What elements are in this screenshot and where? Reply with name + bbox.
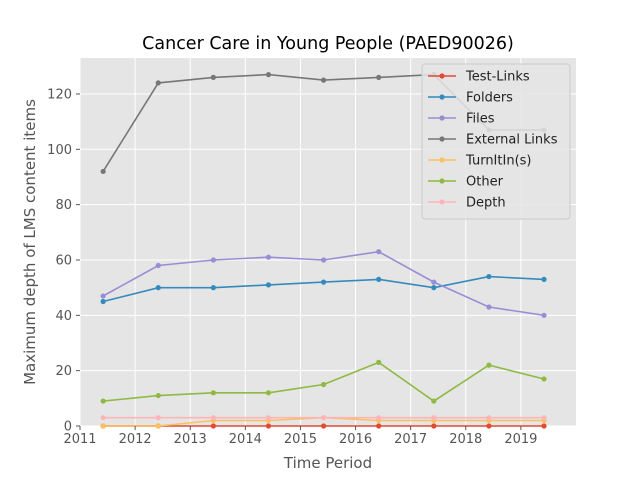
data-point-other [376, 359, 382, 365]
data-point-test-links [431, 423, 437, 429]
data-point-depth [486, 415, 492, 421]
x-tick-label: 2012 [119, 432, 152, 447]
legend-swatch-marker-folders [439, 94, 445, 100]
data-point-depth [210, 415, 216, 421]
data-point-folders [265, 282, 272, 288]
data-point-external-links [100, 168, 106, 175]
data-point-files [210, 257, 216, 263]
legend-label-files: Files [466, 112, 495, 127]
legend-label-other: Other [466, 175, 504, 190]
series-layer [100, 72, 547, 429]
data-point-depth [265, 415, 272, 421]
data-point-other [265, 390, 272, 396]
data-point-turnitin-s [155, 423, 161, 429]
legend-swatch-marker-test-links [439, 73, 445, 79]
data-point-test-links [541, 423, 547, 429]
data-point-files [320, 257, 327, 263]
legend-label-folders: Folders [466, 91, 513, 106]
y-tick-label: 20 [55, 364, 72, 379]
data-point-external-links [265, 72, 272, 78]
data-point-external-links [320, 77, 327, 83]
data-point-test-links [486, 423, 492, 429]
legend-box [421, 63, 571, 220]
data-point-test-links [265, 423, 272, 429]
legend-label-depth: Depth [466, 196, 506, 211]
data-point-files [376, 249, 382, 255]
data-point-external-links [155, 80, 161, 86]
data-point-other [100, 398, 106, 404]
y-tick-label: 80 [55, 198, 72, 213]
data-point-folders [100, 298, 106, 305]
x-tick-label: 2019 [504, 432, 537, 447]
legend-label-turnitin-s: TurnItIn(s) [465, 154, 531, 169]
x-tick-label: 2015 [284, 432, 317, 447]
data-point-folders [210, 285, 216, 291]
legend-swatch-marker-files [439, 115, 445, 121]
legend-swatch-marker-depth [439, 199, 445, 205]
data-point-other [486, 362, 492, 368]
data-point-depth [431, 415, 437, 421]
x-tick-label: 2011 [63, 432, 96, 447]
data-point-files [155, 262, 161, 269]
data-point-files [265, 254, 272, 260]
data-point-depth [541, 415, 547, 421]
data-point-test-links [376, 423, 382, 429]
data-point-folders [155, 285, 161, 291]
x-tick-label: 2018 [449, 432, 482, 447]
data-point-other [541, 376, 547, 382]
data-point-other [155, 392, 161, 399]
y-tick-label: 40 [55, 309, 72, 324]
data-point-folders [431, 285, 437, 291]
data-point-depth [320, 415, 327, 421]
data-point-files [541, 312, 547, 318]
legend-swatch-marker-other [439, 178, 445, 184]
data-point-depth [155, 415, 161, 421]
legend-swatch-marker-turnitin-s [439, 157, 445, 163]
data-point-folders [486, 273, 492, 280]
y-axis-label: Maximum depth of LMS content items [21, 99, 39, 385]
x-axis-ticks: 2011 2012 2013 2014 2015 2016 2017 2018 2019 [63, 426, 537, 447]
legend-swatch-marker-external-links [439, 136, 445, 142]
data-point-files [100, 293, 106, 299]
data-point-depth [376, 415, 382, 421]
data-point-external-links [210, 74, 216, 80]
data-point-test-links [210, 423, 216, 429]
y-axis-ticks: 0 20 40 60 80 100 120 [47, 87, 80, 435]
x-tick-label: 2017 [394, 432, 427, 447]
y-tick-label: 60 [55, 253, 72, 268]
data-point-external-links [376, 74, 382, 80]
data-point-depth [100, 415, 106, 421]
y-tick-label: 120 [47, 87, 72, 102]
legend-label-test-links: Test-Links [465, 70, 530, 85]
legend: Test-Links Folders Files External Links Turn… [421, 63, 571, 220]
data-point-folders [320, 279, 327, 285]
legend-label-external-links: External Links [466, 133, 558, 148]
data-point-folders [376, 276, 382, 282]
data-point-test-links [320, 423, 327, 429]
data-point-files [431, 279, 437, 285]
x-tick-label: 2013 [174, 432, 207, 447]
data-point-other [320, 381, 327, 388]
data-point-turnitin-s [100, 423, 106, 429]
data-point-files [486, 304, 492, 310]
x-tick-label: 2016 [339, 432, 372, 447]
x-tick-label: 2014 [229, 432, 262, 447]
chart-title: Cancer Care in Young People (PAED90026) [142, 34, 514, 54]
x-axis-label: Time Period [283, 454, 372, 472]
y-tick-label: 100 [47, 143, 72, 158]
data-point-folders [541, 276, 547, 282]
data-point-other [210, 390, 216, 396]
data-point-other [431, 398, 437, 404]
y-tick-label: 0 [64, 420, 72, 435]
